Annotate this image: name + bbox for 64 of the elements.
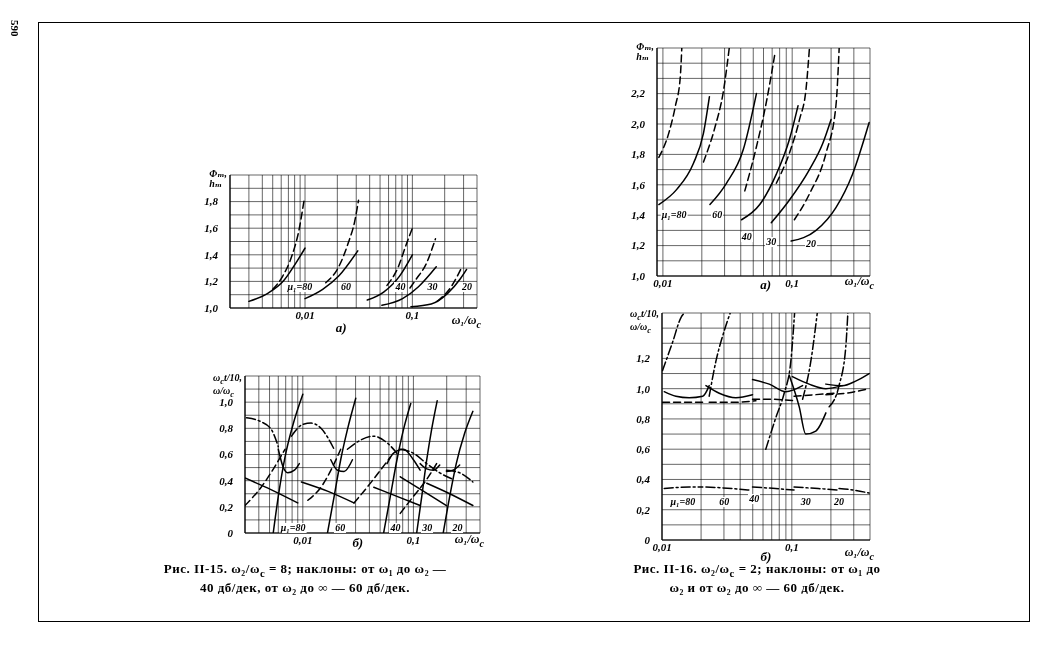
annotation: 60 bbox=[718, 496, 731, 508]
x-tick-label: 0,01 bbox=[295, 308, 315, 321]
x-axis-title: ω₁/ω$_{c}$ bbox=[844, 274, 874, 291]
y-tick-label: 1,8 bbox=[631, 148, 646, 161]
y-tick-label: 1,4 bbox=[204, 248, 219, 261]
annotation: 20 bbox=[833, 496, 845, 508]
x-tick-label: 0,01 bbox=[293, 533, 313, 546]
y-tick-label: 1,2 bbox=[636, 352, 651, 365]
x-tick-label: 0,1 bbox=[785, 276, 800, 289]
x-axis-title: ω₁/ω$_{c}$ bbox=[844, 545, 874, 562]
y-tick-label: 2,0 bbox=[630, 117, 646, 130]
y-tick-label: 0,8 bbox=[636, 412, 651, 425]
y-tick-label: 1,0 bbox=[636, 382, 651, 395]
annotation: 30 bbox=[421, 521, 434, 533]
annotation: 20 bbox=[461, 280, 474, 292]
y-tick-label: 0 bbox=[227, 526, 234, 539]
y-tick-label: 0,2 bbox=[219, 500, 234, 513]
y-tick-label: 2,2 bbox=[630, 87, 646, 100]
x-tick-label: 0,01 bbox=[652, 540, 672, 553]
annotation: 30 bbox=[426, 280, 439, 292]
text: б) bbox=[352, 534, 364, 550]
y-tick-label: 1,2 bbox=[204, 275, 219, 288]
y-axis-title: Φₘ, hₘ bbox=[209, 168, 227, 189]
annotation: 60 bbox=[711, 209, 724, 221]
annotation: 40 bbox=[740, 230, 753, 242]
annotation: 40 bbox=[394, 280, 407, 292]
y-tick-label: 1,2 bbox=[631, 239, 646, 252]
x-axis-title: ω₁/ω$_{c}$ bbox=[454, 532, 484, 549]
y-tick-label: 0,2 bbox=[636, 503, 651, 516]
y-tick-label: 1,6 bbox=[631, 178, 646, 191]
x-tick-label: 0,1 bbox=[406, 533, 421, 546]
y-tick-label: 0,6 bbox=[219, 448, 234, 461]
x-axis-title: ω₁/ω$_{c}$ bbox=[451, 313, 481, 330]
y-tick-label: 0,6 bbox=[636, 443, 651, 456]
y-tick-label: 1,8 bbox=[204, 195, 219, 208]
annotation: 40 bbox=[748, 493, 761, 505]
y-tick-label: 1,6 bbox=[204, 222, 219, 235]
annotation: 60 bbox=[340, 280, 353, 292]
y-tick-label: 0,8 bbox=[219, 422, 234, 435]
y-tick-label: 0 bbox=[644, 533, 651, 546]
x-tick-label: 0,1 bbox=[784, 540, 799, 553]
y-tick-label: 1,0 bbox=[631, 269, 646, 282]
text: 590 bbox=[9, 20, 21, 37]
x-tick-label: 0,1 bbox=[405, 308, 420, 321]
y-tick-label: 0,4 bbox=[219, 474, 234, 487]
annotation: μ₁=80 bbox=[279, 521, 307, 533]
y-tick-label: 1,4 bbox=[631, 209, 646, 222]
annotation: 60 bbox=[334, 521, 347, 533]
y-axis-title: Φₘ, hₘ bbox=[636, 41, 654, 62]
y-axis-title: ω$_{c}$t/10, ω/ω$_{c}$ bbox=[630, 308, 659, 336]
x-tick-label: 0,01 bbox=[653, 276, 673, 289]
annotation: μ₁=80 bbox=[669, 496, 697, 508]
annotation: μ₁=80 bbox=[660, 209, 688, 221]
annotation: 40 bbox=[389, 521, 402, 533]
annotation: 20 bbox=[451, 521, 464, 533]
text: Рис. II-15. ω₂/ω$_{c}$ = 8; наклоны: от ω₁ до ω₂ — 40 дб/дек, от ω₂ до ∞ — 60 дб/дек. bbox=[162, 561, 448, 596]
annotation: μ₁=80 bbox=[286, 280, 314, 292]
text: а) bbox=[335, 319, 347, 335]
annotation: 20 bbox=[804, 238, 817, 250]
y-tick-label: 1,0 bbox=[204, 301, 219, 314]
annotation: 30 bbox=[765, 236, 778, 248]
annotation: 30 bbox=[799, 496, 812, 508]
text: а) bbox=[760, 276, 772, 292]
y-tick-label: 0,4 bbox=[636, 473, 651, 486]
